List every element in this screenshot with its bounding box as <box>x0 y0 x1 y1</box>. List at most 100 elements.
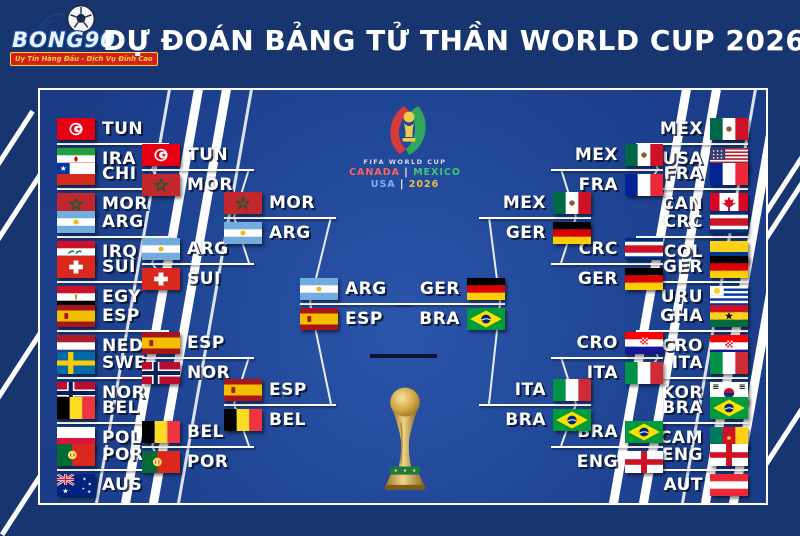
team-esp: ESP <box>300 307 412 330</box>
bracket-left-r1-pair-2: CHI MOR <box>57 163 169 215</box>
match-separator <box>57 329 169 332</box>
team-crc: CRC <box>636 211 748 233</box>
flag-fra-icon <box>710 163 748 185</box>
team-gha: GHA <box>636 305 748 327</box>
flag-sui-icon <box>57 256 95 278</box>
team-code: NED <box>102 335 144 356</box>
team-mor: MOR <box>224 192 336 214</box>
team-code: GER <box>662 257 703 277</box>
team-crc: CRC <box>551 238 663 260</box>
match-separator <box>224 216 336 219</box>
team-esp: ESP <box>57 305 169 327</box>
flag-egy-icon <box>57 285 95 308</box>
world-cup-2026-trophy-mark-icon <box>390 106 426 155</box>
match-separator <box>142 445 254 448</box>
bracket-left-r2-pair-3: ESP NOR <box>142 332 254 384</box>
team-code: CRC <box>663 212 703 232</box>
flag-esp-icon <box>57 305 95 327</box>
flag-ger-icon <box>625 267 663 290</box>
flag-arg-icon <box>224 221 262 244</box>
team-code: BEL <box>269 409 306 430</box>
flag-bel-icon <box>224 408 262 431</box>
team-code: MEX <box>659 119 703 139</box>
flag-bra-icon <box>467 307 505 330</box>
match-separator <box>636 421 748 424</box>
flag-mor-icon <box>57 192 95 215</box>
match-separator <box>57 468 169 471</box>
team-mor: MOR <box>142 173 254 196</box>
team-code: MOR <box>102 193 148 214</box>
team-code: SUI <box>102 257 136 277</box>
team-code: ARG <box>345 279 387 299</box>
team-code: NOR <box>102 382 146 403</box>
team-code: URU <box>660 286 703 307</box>
bracket-right-r1-pair-4: GER URU <box>636 256 748 308</box>
bracket-right-r1-pair-8: ENG AUT <box>636 444 748 496</box>
match-separator <box>636 142 748 145</box>
flag-arg-icon <box>57 211 95 233</box>
team-code: ITA <box>671 353 703 373</box>
match-separator <box>636 235 748 238</box>
flag-fra-icon <box>625 173 663 196</box>
team-code: SWE <box>102 353 147 373</box>
team-code: GHA <box>660 306 703 326</box>
flag-ger-icon <box>710 256 748 278</box>
team-sui: SUI <box>57 256 169 278</box>
match-separator <box>636 187 748 190</box>
team-esp: ESP <box>142 332 254 354</box>
flag-ger-icon <box>467 278 505 300</box>
team-code: CRC <box>578 239 618 259</box>
flag-tun-icon <box>57 118 95 140</box>
bong90-logo[interactable]: BONG90 Uy Tín Hàng Đầu - Dịch Vụ Đỉnh Ca… <box>8 2 158 72</box>
flag-eng-icon <box>625 450 663 473</box>
team-ger: GER <box>393 278 505 300</box>
bracket-right-r1-pair-1: MEX USA <box>636 118 748 170</box>
team-code: GER <box>419 279 460 299</box>
team-por: POR <box>142 450 254 473</box>
team-code: MEX <box>574 145 618 165</box>
match-separator <box>57 187 169 190</box>
bracket-left-sf-pair-1: ARG ESP <box>300 278 412 330</box>
bracket-right-r1-pair-2: FRA CAN <box>636 163 748 215</box>
wc-divider: | <box>404 167 409 178</box>
world-cup-trophy-icon <box>384 387 426 490</box>
flag-ger-icon <box>553 221 591 244</box>
wc-year: 2026 <box>408 179 440 190</box>
team-code: BRA <box>662 398 703 418</box>
team-code: BEL <box>187 422 224 442</box>
team-sui: SUI <box>142 267 254 290</box>
header: BONG90 Uy Tín Hàng Đầu - Dịch Vụ Đỉnh Ca… <box>0 0 800 88</box>
wc-host-usa: USA <box>370 179 396 190</box>
team-mor: MOR <box>57 192 169 215</box>
logo-swoosh-icon <box>38 12 65 34</box>
flag-bra-icon <box>553 408 591 431</box>
team-bra: BRA <box>393 307 505 330</box>
team-arg: ARG <box>224 221 336 244</box>
team-tun: TUN <box>142 144 254 166</box>
team-uru: URU <box>636 285 748 308</box>
team-bel: BEL <box>142 421 254 443</box>
bracket-right-r3-pair-1: MEX GER <box>479 192 591 244</box>
match-separator <box>57 376 169 379</box>
page-title: DỰ ĐOÁN BẢNG TỬ THẦN WORLD CUP 2026 <box>102 23 800 57</box>
team-code: ESP <box>102 306 140 326</box>
flag-esp-icon <box>224 379 262 401</box>
team-code: MOR <box>269 193 315 213</box>
team-code: NOR <box>187 362 231 383</box>
bracket-left-r2-pair-2: ARG SUI <box>142 238 254 290</box>
team-code: CAM <box>658 427 703 448</box>
team-code: ESP <box>345 308 383 329</box>
match-separator <box>142 168 254 171</box>
flag-cro-icon <box>625 332 663 354</box>
team-fra: FRA <box>551 173 663 196</box>
team-aus: AUS <box>57 473 169 496</box>
team-cam: CAM <box>636 426 748 449</box>
flag-bra-icon <box>710 397 748 419</box>
match-separator <box>57 142 169 145</box>
bracket-panel: FIFA WORLD CUP CANADA | MEXICO USA | 202… <box>38 88 768 505</box>
match-separator <box>636 280 748 283</box>
team-mex: MEX <box>636 118 748 140</box>
flag-gha-icon <box>710 305 748 327</box>
team-code: FRA <box>578 174 618 195</box>
team-swe: SWE <box>57 352 169 374</box>
